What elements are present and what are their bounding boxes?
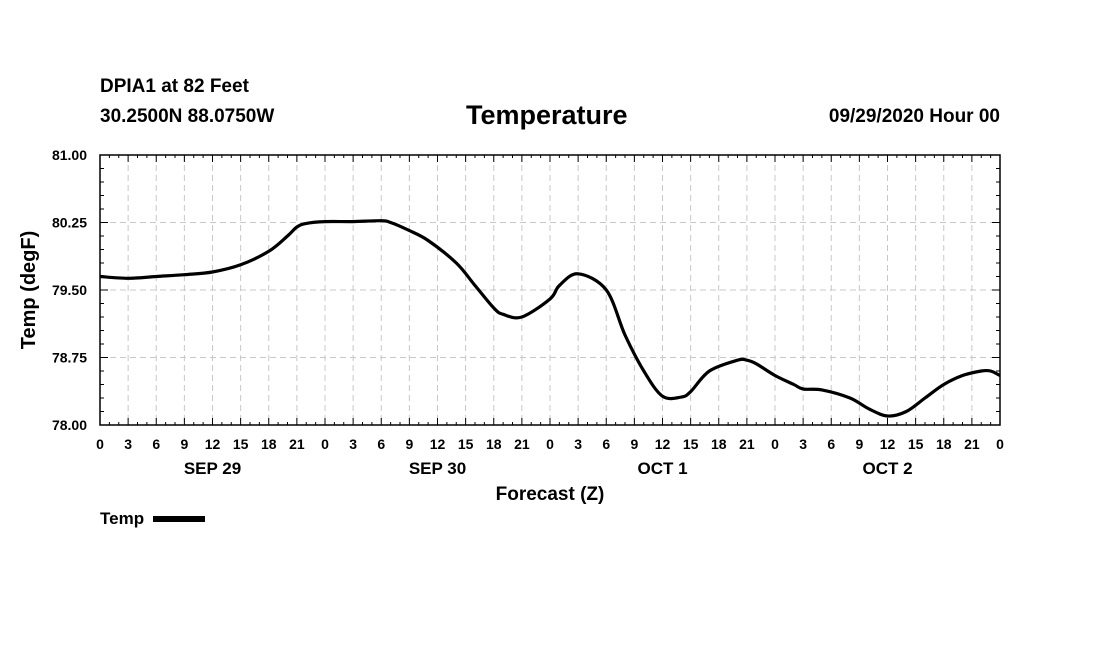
x-tick-label: 12 bbox=[430, 436, 446, 452]
x-tick-label: 21 bbox=[739, 436, 755, 452]
x-tick-label: 6 bbox=[377, 436, 385, 452]
x-tick-label: 6 bbox=[152, 436, 160, 452]
legend: Temp bbox=[100, 509, 206, 529]
legend-label: Temp bbox=[100, 509, 145, 528]
x-tick-label: 3 bbox=[124, 436, 132, 452]
x-tick-label: 6 bbox=[602, 436, 610, 452]
x-tick-label: 0 bbox=[771, 436, 779, 452]
day-label: OCT 1 bbox=[637, 459, 687, 478]
grid-lines bbox=[100, 155, 1000, 425]
x-tick-label: 15 bbox=[458, 436, 474, 452]
x-tick-label: 15 bbox=[233, 436, 249, 452]
x-tick-label: 0 bbox=[96, 436, 104, 452]
y-tick-label: 78.75 bbox=[52, 350, 87, 366]
legend-line-swatch bbox=[153, 516, 206, 522]
x-tick-label: 3 bbox=[349, 436, 357, 452]
x-tick-label: 3 bbox=[574, 436, 582, 452]
x-tick-label: 0 bbox=[321, 436, 329, 452]
y-tick-label: 81.00 bbox=[52, 147, 87, 163]
x-tick-label: 18 bbox=[711, 436, 727, 452]
x-tick-label: 12 bbox=[880, 436, 896, 452]
x-tick-label: 0 bbox=[546, 436, 554, 452]
y-tick-label: 78.00 bbox=[52, 417, 87, 433]
x-tick-label: 15 bbox=[683, 436, 699, 452]
x-tick-label: 9 bbox=[180, 436, 188, 452]
x-tick-label: 9 bbox=[855, 436, 863, 452]
forecast-timestamp: 09/29/2020 Hour 00 bbox=[828, 106, 1000, 127]
x-tick-label: 21 bbox=[514, 436, 530, 452]
x-tick-label: 15 bbox=[908, 436, 924, 452]
y-axis-label: Temp (degF) bbox=[18, 231, 40, 350]
y-tick-label: 80.25 bbox=[52, 215, 87, 231]
x-tick-label: 3 bbox=[799, 436, 807, 452]
plot-frame bbox=[99, 154, 1001, 426]
x-axis-label: Forecast (Z) bbox=[496, 484, 605, 505]
x-tick-label: 18 bbox=[261, 436, 277, 452]
x-tick-label: 18 bbox=[936, 436, 952, 452]
station-coordinates: 30.2500N 88.0750W bbox=[100, 106, 275, 127]
x-tick-label: 18 bbox=[486, 436, 502, 452]
axis-labels: 0 3 6 9 12 15 18 21 0 3 6 9 12 15 18 21 0 3 6 9 12 15 18 21 0 3 6 9… bbox=[52, 147, 1004, 478]
y-tick-label: 79.50 bbox=[52, 282, 87, 298]
chart-title: Temperature bbox=[466, 100, 628, 130]
x-tick-label: 0 bbox=[996, 436, 1004, 452]
series-layer bbox=[99, 219, 1001, 418]
day-label: SEP 29 bbox=[184, 459, 241, 478]
temp-series-line bbox=[99, 219, 1001, 418]
station-label: DPIA1 at 82 Feet bbox=[100, 76, 249, 97]
x-tick-label: 12 bbox=[655, 436, 671, 452]
axes bbox=[99, 154, 1001, 426]
x-tick-label: 9 bbox=[630, 436, 638, 452]
x-tick-label: 12 bbox=[205, 436, 221, 452]
x-tick-label: 21 bbox=[289, 436, 305, 452]
x-tick-label: 6 bbox=[827, 436, 835, 452]
day-label: OCT 2 bbox=[862, 459, 912, 478]
x-tick-label: 9 bbox=[405, 436, 413, 452]
x-tick-label: 21 bbox=[964, 436, 980, 452]
day-label: SEP 30 bbox=[409, 459, 466, 478]
